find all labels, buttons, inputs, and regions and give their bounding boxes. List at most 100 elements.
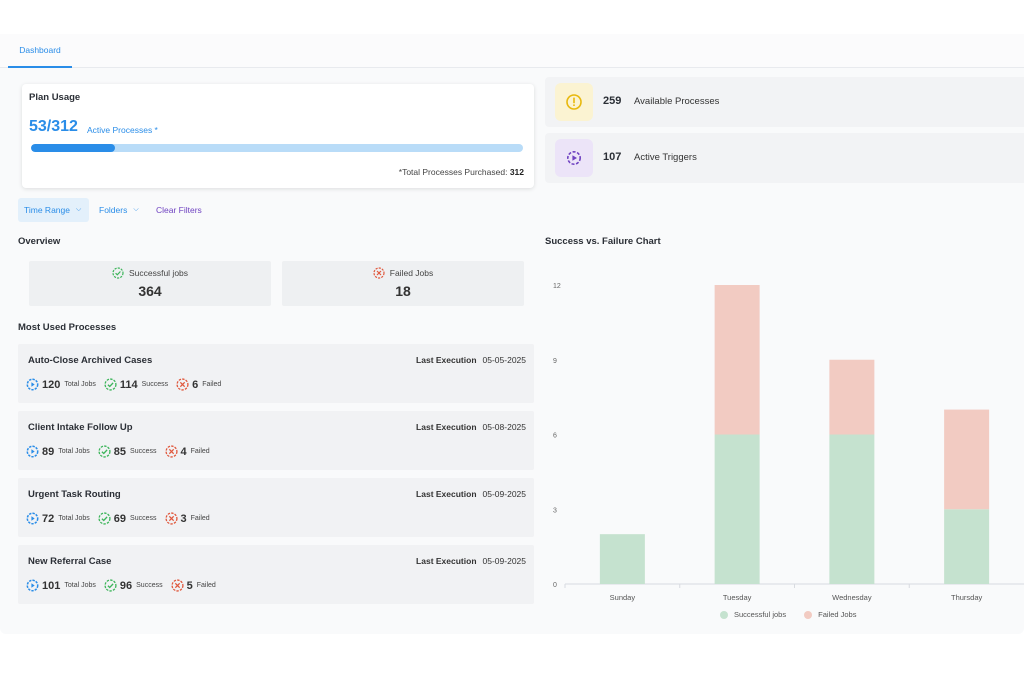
bar-failed-tuesday: [714, 285, 760, 435]
process-card[interactable]: Auto-Close Archived Cases Last Execution 0…: [18, 344, 534, 403]
success-label: Success: [130, 448, 157, 455]
clear-filters-button[interactable]: Clear Filters: [156, 205, 202, 215]
check-circle-icon: [98, 512, 111, 525]
time-range-label: Time Range: [24, 205, 70, 215]
last-execution-date: 05-09-2025: [482, 489, 526, 499]
last-execution-label: Last Execution: [416, 422, 477, 432]
failed-value: 4: [180, 445, 187, 458]
check-circle-icon: [98, 445, 111, 458]
process-name: New Referral Case: [28, 556, 112, 567]
time-range-filter[interactable]: Time Range ⌵: [18, 198, 89, 222]
success-failure-chart: 0 3 6 9 12 Sunday Tuesday Wednesday Thursday: [553, 283, 1024, 602]
total-purchased-value: 312: [509, 167, 524, 177]
success-label: Success: [130, 515, 157, 522]
active-triggers-label: Active Triggers: [634, 152, 697, 163]
process-card[interactable]: Urgent Task Routing Last Execution 05-09-2…: [18, 478, 534, 537]
bar-successful-wednesday: [829, 434, 875, 584]
y-tick-label: 6: [553, 433, 557, 440]
plan-progress-bar: [31, 144, 523, 152]
metric-success: 85 Success: [98, 445, 157, 458]
last-execution-label: Last Execution: [416, 489, 477, 499]
failed-jobs-card: Failed Jobs 18: [282, 261, 524, 306]
metric-success: 69 Success: [98, 512, 157, 525]
successful-jobs-value: 364: [138, 283, 162, 299]
available-processes-value: 259: [603, 95, 622, 107]
last-execution-date: 05-08-2025: [482, 422, 526, 432]
y-tick-label: 0: [553, 582, 557, 589]
active-triggers-card: 107 Active Triggers: [545, 133, 1024, 183]
last-execution-label: Last Execution: [416, 355, 477, 365]
process-name: Urgent Task Routing: [28, 489, 121, 500]
bar-successful-tuesday: [714, 434, 760, 584]
metric-failed: 6 Failed: [176, 378, 221, 391]
failed-jobs-label: Failed Jobs: [389, 268, 434, 278]
y-tick-label: 9: [553, 358, 557, 365]
process-name: Auto-Close Archived Cases: [28, 355, 153, 366]
tab-dashboard[interactable]: Dashboard: [8, 34, 72, 68]
success-value: 96: [119, 579, 133, 592]
process-name: Client Intake Follow Up: [28, 422, 133, 433]
last-execution: Last Execution 05-05-2025: [416, 355, 526, 365]
bar-failed-wednesday: [829, 359, 875, 435]
total-purchased: *Total Processes Purchased: 312: [399, 167, 524, 177]
folders-filter[interactable]: Folders ⌵: [99, 198, 139, 222]
metric-success: 96 Success: [104, 579, 163, 592]
last-execution-label: Last Execution: [416, 556, 477, 566]
metric-failed: 3 Failed: [164, 512, 210, 525]
x-circle-icon: [164, 512, 178, 525]
success-value: 85: [113, 445, 127, 458]
process-metrics: 101 Total Jobs 96 Success 5 Failed: [26, 579, 224, 592]
failed-value: 6: [192, 378, 199, 391]
gear-play-icon: [26, 445, 39, 458]
total-jobs-value: 120: [42, 378, 61, 391]
active-process-label: Active Processes *: [87, 125, 158, 135]
legend-item-success: Successful jobs: [720, 610, 786, 619]
x-circle-icon: [176, 378, 189, 391]
last-execution-date: 05-05-2025: [482, 355, 526, 365]
plan-progress-fill: [31, 144, 115, 152]
folders-label: Folders: [99, 205, 128, 215]
success-value: 114: [119, 378, 138, 391]
gear-play-icon: [26, 512, 39, 525]
process-card[interactable]: Client Intake Follow Up Last Execution 05-…: [18, 411, 534, 470]
process-metrics: 89 Total Jobs 85 Success 4 Failed: [26, 445, 218, 458]
check-circle-icon: [112, 267, 124, 279]
metric-total: 101 Total Jobs: [26, 579, 96, 592]
x-tick-label: Thursday: [951, 593, 983, 602]
y-tick-label: 3: [553, 507, 557, 514]
y-tick-label: 12: [553, 283, 561, 290]
chart-legend: Successful jobs Failed Jobs: [720, 610, 874, 619]
failed-label: Failed: [190, 515, 210, 522]
total-jobs-label: Total Jobs: [64, 582, 96, 589]
successful-jobs-card: Successful jobs 364: [29, 261, 271, 306]
last-execution: Last Execution 05-09-2025: [416, 489, 526, 499]
active-triggers-value: 107: [603, 151, 622, 163]
failed-label: Failed: [202, 381, 222, 388]
total-purchased-label: *Total Processes Purchased:: [398, 167, 508, 177]
chart-title: Success vs. Failure Chart: [545, 236, 661, 247]
metric-failed: 5 Failed: [171, 579, 216, 592]
plan-usage-card: Plan Usage 53/312 Active Processes * *To…: [22, 84, 534, 188]
last-execution-date: 05-09-2025: [482, 556, 526, 566]
x-tick-label: Tuesday: [723, 593, 752, 602]
metric-total: 120 Total Jobs: [26, 378, 96, 391]
process-card[interactable]: New Referral Case Last Execution 05-09-202…: [18, 545, 534, 604]
success-value: 69: [113, 512, 127, 525]
success-label: Success: [141, 381, 169, 388]
metric-total: 89 Total Jobs: [26, 445, 90, 458]
x-tick-label: Sunday: [610, 593, 636, 602]
bar-successful-sunday: [599, 534, 645, 584]
failed-jobs-value: 18: [395, 283, 411, 299]
process-metrics: 120 Total Jobs 114 Success 6 Failed: [26, 378, 229, 391]
legend-label: Failed Jobs: [818, 610, 857, 619]
legend-swatch: [804, 610, 813, 619]
total-jobs-value: 89: [42, 445, 55, 458]
metric-failed: 4 Failed: [164, 445, 210, 458]
warning-icon: [555, 83, 593, 121]
total-jobs-label: Total Jobs: [58, 448, 90, 455]
successful-jobs-label: Successful jobs: [128, 268, 189, 278]
gear-play-icon: [555, 139, 593, 177]
failed-value: 5: [186, 579, 193, 592]
total-jobs-value: 72: [42, 512, 55, 525]
failed-value: 3: [180, 512, 187, 525]
